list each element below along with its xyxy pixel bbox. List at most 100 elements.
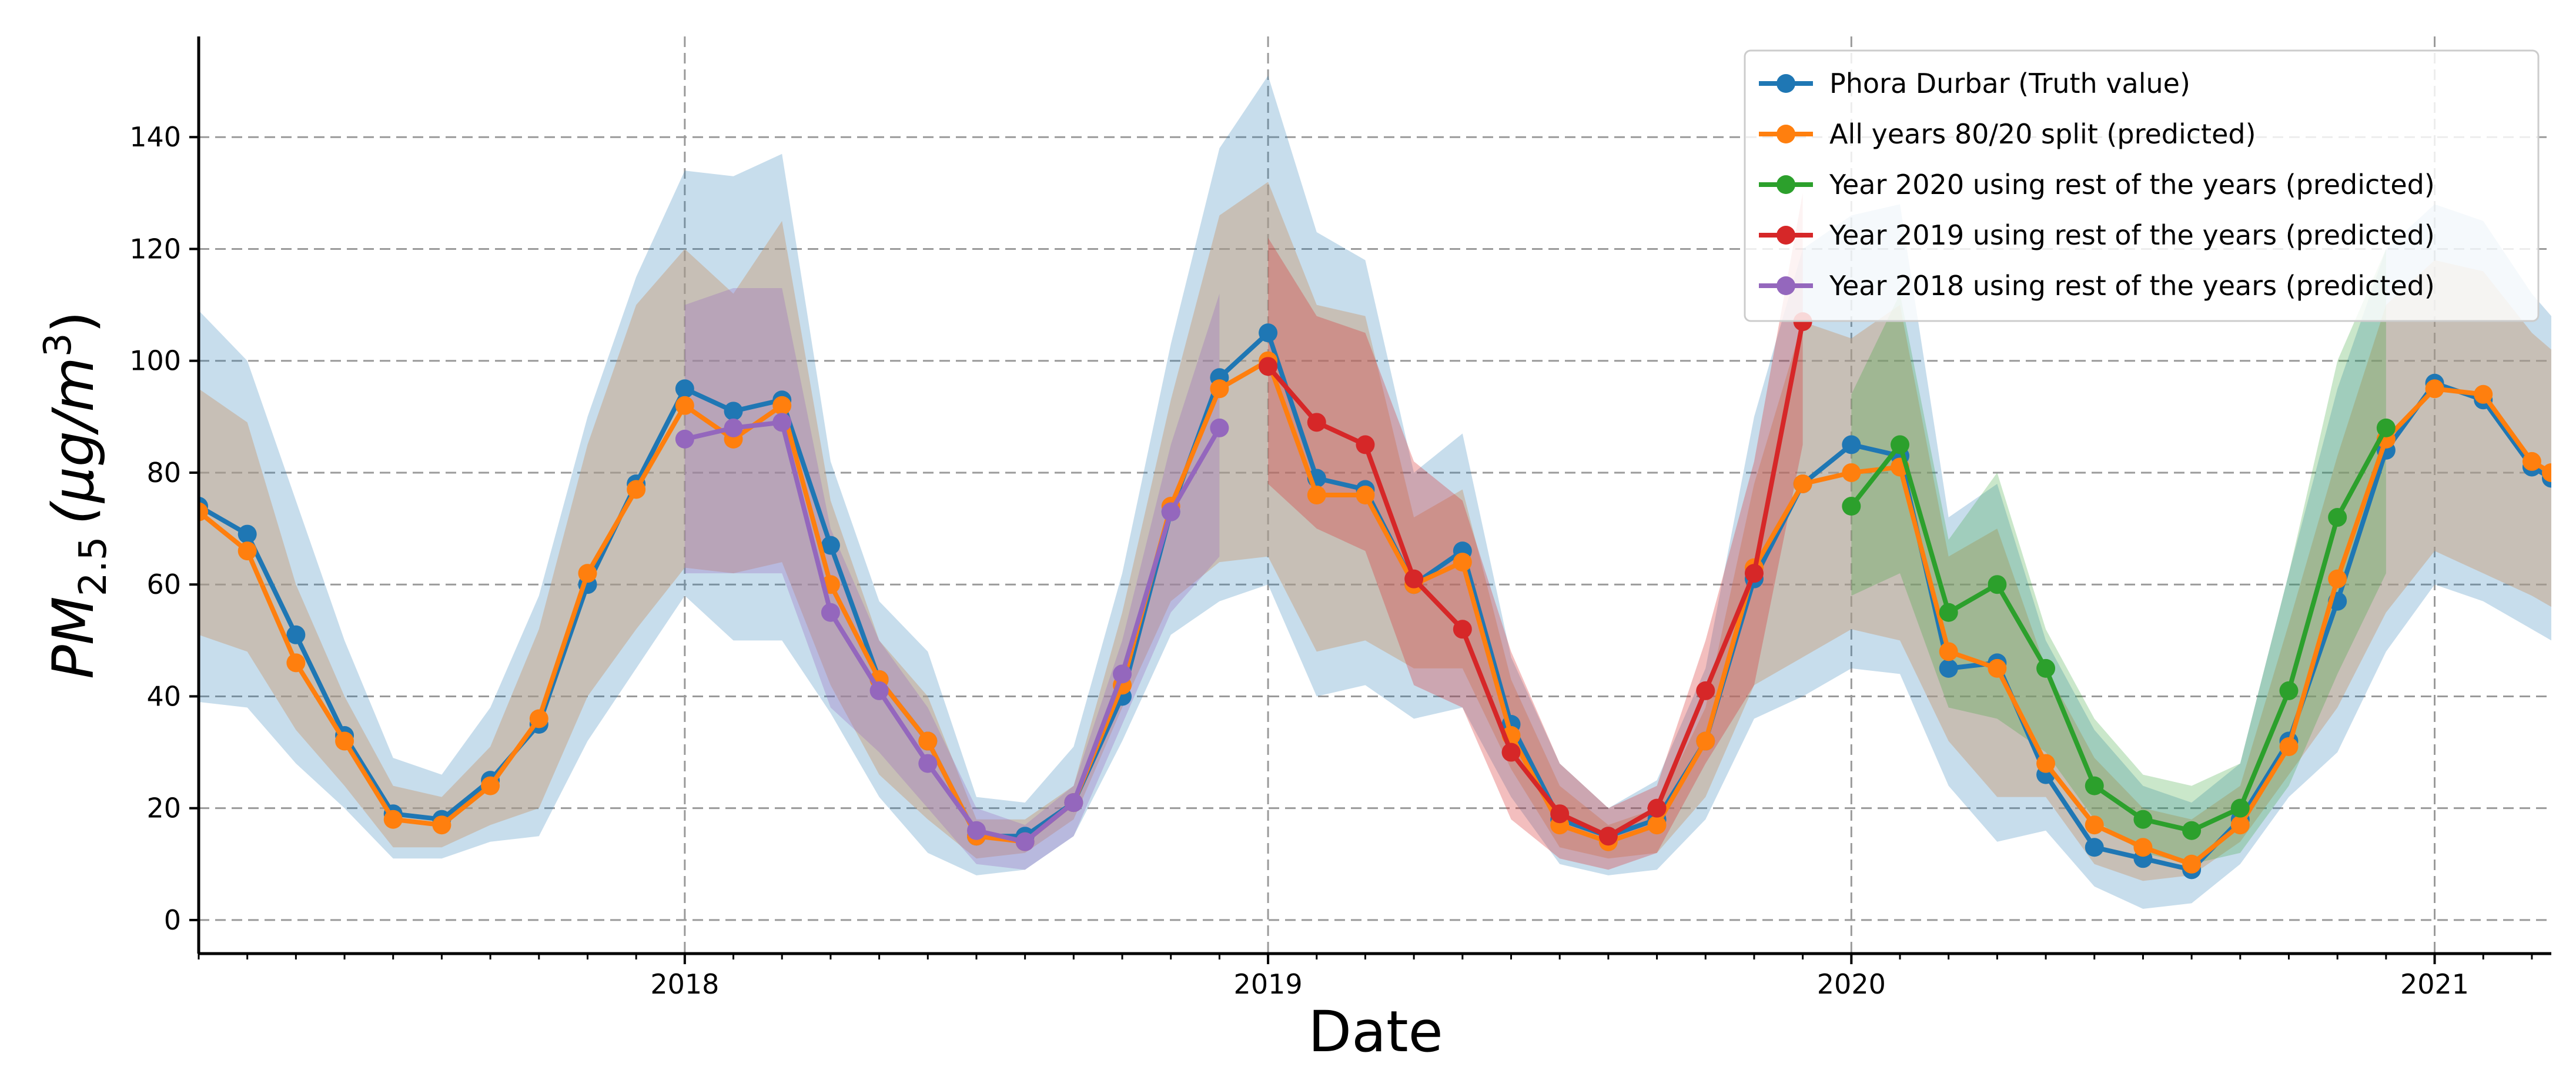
series-2-point (199, 502, 208, 521)
series-2-point (2230, 815, 2250, 835)
series-2-point (1210, 379, 1229, 399)
series-2-point (772, 396, 792, 415)
series-5-point (1113, 664, 1132, 684)
series-2-point (335, 731, 354, 751)
series-1-point (1842, 435, 1861, 454)
legend-box (1744, 49, 2540, 322)
series-4-point (1598, 827, 1618, 846)
series-2-point (1356, 486, 1375, 504)
y-axis-label-close: ) (41, 311, 106, 333)
series-line-3 (1849, 426, 2388, 833)
series-2-point (1842, 463, 1861, 482)
series-2-point (1988, 658, 2007, 678)
legend-label-4: Year 2019 using rest of the years (predi… (1829, 219, 2435, 251)
y-tick-label: 80 (146, 457, 181, 489)
confidence-bands (199, 75, 2551, 909)
series-5-point (1015, 832, 1035, 851)
y-tick-label: 100 (129, 345, 181, 377)
series-3-point (2279, 681, 2299, 700)
series-2-point (2542, 463, 2551, 482)
series-3-point (2085, 776, 2104, 795)
band-4 (1268, 193, 1803, 870)
band-3 (1851, 249, 2386, 864)
y-axis-label-main: PM (41, 596, 106, 679)
legend-marker-4 (1777, 226, 1795, 245)
series-2-point (286, 653, 306, 673)
y-axis-label: PM2.5 (μg/m3) (36, 311, 115, 679)
series-2-point (1647, 815, 1667, 835)
legend-marker-3 (1777, 175, 1795, 194)
series-5-point (1161, 502, 1180, 521)
y-axis-label-sup: 3 (36, 333, 80, 357)
x-tick-label: 2019 (1234, 968, 1303, 1000)
legend-label-3: Year 2020 using rest of the years (predi… (1829, 169, 2435, 200)
series-3-point (2182, 821, 2202, 840)
series-5-point (918, 754, 938, 773)
series-3-point (2376, 418, 2396, 437)
series-5-point (772, 413, 792, 432)
series-4-point (1647, 798, 1667, 818)
series-3-point (2328, 508, 2347, 527)
series-2-point (2133, 838, 2153, 857)
series-2-point (2474, 384, 2493, 404)
y-tick-label: 60 (146, 569, 181, 600)
series-2-point (918, 731, 938, 751)
band-5 (684, 288, 1220, 870)
series-4-point (1550, 804, 1570, 824)
series-4-point (1259, 357, 1278, 376)
series-4-point (1744, 564, 1764, 583)
y-tick-label: 140 (129, 121, 181, 153)
series-2-point (237, 541, 257, 561)
series-3-point (1891, 435, 1910, 454)
series-4-point (1356, 435, 1375, 454)
series-2-point (2279, 737, 2299, 757)
series-1-point (821, 536, 840, 555)
legend-label-1: Phora Durbar (Truth value) (1829, 68, 2190, 99)
series-3-point (1939, 603, 1958, 622)
x-axis-label: Date (1308, 999, 1443, 1065)
legend-label-2: All years 80/20 split (predicted) (1829, 118, 2256, 150)
series-5-point (821, 603, 840, 622)
series-2-point (675, 396, 694, 415)
series-5-point (966, 821, 986, 840)
band-2 (199, 182, 2551, 881)
series-1-point (1259, 323, 1278, 343)
series-1-point (675, 379, 694, 399)
series-2-point (1307, 486, 1326, 504)
series-5-point (1064, 793, 1083, 812)
legend-label-5: Year 2018 using rest of the years (predi… (1829, 270, 2435, 302)
series-4-point (1501, 743, 1521, 762)
y-tick-label: 20 (146, 793, 181, 824)
x-tick-label: 2021 (2400, 968, 2469, 1000)
legend-marker-2 (1777, 125, 1795, 143)
series-2-point (2425, 379, 2444, 399)
axes: 0 20 40 60 80 100 120 140 2018 2019 2020 2021 (129, 36, 2551, 1000)
series-2-point (481, 776, 500, 795)
axis-labels: Date PM2.5 (μg/m3) (36, 311, 1443, 1065)
series-4-point (1453, 620, 1472, 639)
series-2-point (432, 815, 451, 835)
series-2-point (383, 810, 403, 829)
series-5-point (724, 418, 743, 437)
series-2-point (1939, 642, 1958, 661)
series-2-point (2522, 452, 2541, 471)
series-2-point (1453, 553, 1472, 572)
series-1-point (286, 625, 306, 644)
y-axis-label-unit: (μg/m (41, 357, 106, 524)
series-lines (199, 312, 2551, 880)
legend: Phora Durbar (Truth value) All years 80/2… (1744, 49, 2540, 322)
series-2-point (2182, 854, 2202, 874)
series-1-point (724, 402, 743, 421)
series-3-point (2036, 658, 2056, 678)
series-1-point (1939, 658, 1958, 678)
series-3-point (2230, 798, 2250, 818)
y-axis-label-sub: 2.5 (72, 537, 115, 597)
series-2-point (1793, 474, 1812, 493)
series-5-point (869, 681, 889, 700)
y-tick-label: 0 (164, 904, 181, 936)
series-2-point (627, 480, 646, 499)
series-4-point (1404, 569, 1424, 589)
series-4-point (1307, 413, 1326, 432)
